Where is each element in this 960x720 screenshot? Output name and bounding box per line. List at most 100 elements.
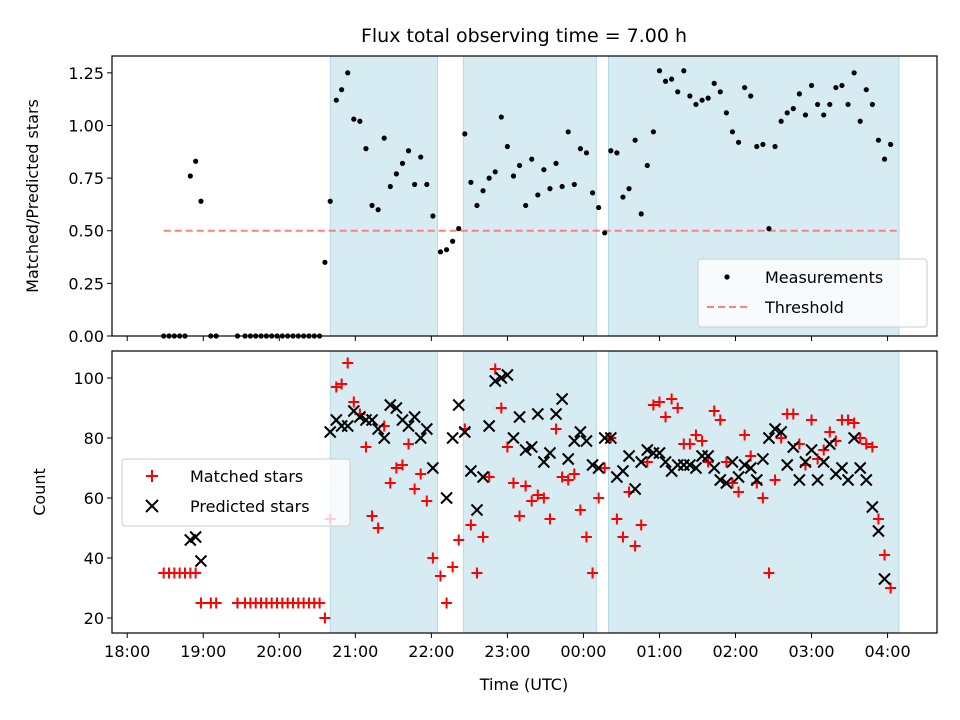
matched-stars-point-34 [360, 441, 372, 453]
predicted-stars-point-36 [525, 440, 538, 454]
measurements-point-82 [656, 68, 663, 74]
y-tick-label: 20 [84, 609, 104, 628]
matched-stars-point-57 [501, 441, 513, 453]
matched-stars-point-119 [879, 549, 891, 561]
predicted-stars-point-72 [744, 461, 757, 475]
matched-stars-point-60 [520, 480, 532, 492]
matched-stars-point-51 [465, 519, 477, 531]
y-tick-label: 60 [84, 489, 104, 508]
measurements-point-53 [480, 188, 486, 194]
predicted-stars-point-66 [708, 461, 721, 475]
matched-stars-point-71 [587, 567, 599, 579]
measurements-point-109 [821, 112, 827, 118]
y-tick-label: 1.25 [68, 64, 104, 83]
x-tick-label: 00:00 [560, 642, 606, 661]
matched-stars-point-84 [666, 393, 678, 405]
measurements-point-79 [638, 211, 644, 217]
predicted-stars-point-53 [628, 482, 642, 496]
bottom-panel-frame [111, 350, 938, 634]
measurements-point-57 [504, 143, 510, 150]
x-tick-label: 20:00 [256, 642, 302, 661]
matched-stars-point-114 [848, 417, 860, 429]
matched-stars-point-69 [574, 504, 586, 516]
predicted-stars-point-39 [543, 446, 557, 460]
measurements-point-30 [339, 87, 345, 93]
measurements-point-65 [553, 160, 559, 166]
matched-stars-point-101 [769, 474, 781, 486]
matched-stars-point-90 [702, 456, 714, 468]
matched-stars-point-102 [775, 432, 787, 444]
predicted-stars-point-20 [420, 422, 434, 436]
top-y-axis-label: Matched/Predicted stars [23, 99, 42, 293]
x-tick-label: 18:00 [104, 642, 150, 661]
measurements-point-43 [418, 154, 424, 160]
measurements-point-38 [387, 183, 393, 190]
y-tick-label: 0.75 [68, 169, 104, 188]
predicted-stars-point-67 [714, 473, 727, 487]
predicted-stars-point-94 [878, 572, 891, 586]
x-tick-label: 23:00 [484, 642, 530, 661]
predicted-stars-point-75 [762, 431, 776, 445]
measurements-point-76 [620, 194, 626, 200]
x-tick-label: 22:00 [408, 642, 454, 661]
measurements-point-28 [327, 198, 333, 204]
measurements-point-64 [547, 186, 553, 192]
x-tick-label: 01:00 [636, 642, 682, 661]
predicted-stars-point-47 [592, 461, 605, 475]
predicted-stars-point-24 [452, 398, 465, 412]
predicted-stars-point-9 [353, 410, 367, 424]
matched-stars-point-109 [818, 444, 830, 456]
predicted-stars-point-7 [341, 419, 354, 433]
measurements-point-84 [669, 76, 675, 82]
matched-stars-point-27 [319, 612, 331, 624]
matched-stars-point-56 [495, 402, 507, 414]
top-legend: Measurements Threshold [697, 258, 928, 328]
matched-stars-point-7 [190, 567, 202, 579]
measurements-point-37 [381, 135, 387, 141]
predicted-stars-point-83 [811, 473, 824, 487]
predicted-stars-point-42 [562, 452, 575, 466]
measurements-point-83 [662, 78, 669, 84]
predicted-stars-point-51 [616, 464, 630, 478]
legend-threshold-label: Threshold [764, 298, 844, 317]
predicted-stars-point-55 [641, 443, 654, 457]
matched-stars-point-66 [556, 471, 568, 483]
measurements-point-101 [772, 143, 778, 150]
top-panel: 0.00 0.25 0.50 0.75 1.00 1.25 Matched/Predict… [23, 55, 938, 346]
measurements-point-42 [412, 181, 418, 188]
predicted-stars-point-77 [774, 425, 788, 439]
matched-stars-point-94 [726, 477, 738, 489]
bottom-y-axis-label: Count [30, 468, 49, 516]
measurements-point-94 [729, 129, 736, 135]
observing-band-1 [329, 55, 438, 337]
measurements-point-45 [430, 213, 436, 219]
measurements-point-49 [456, 226, 462, 232]
measurements-point-104 [790, 106, 796, 112]
matched-stars-point-115 [854, 432, 866, 444]
predicted-stars-point-28 [476, 470, 490, 484]
predicted-stars-point-84 [817, 455, 830, 469]
measurements-point-92 [717, 89, 723, 95]
matched-stars-point-48 [447, 561, 459, 573]
matched-stars-point-97 [745, 450, 757, 462]
measurements-point-33 [357, 118, 363, 124]
bottom-legend: Matched stars Predicted stars [121, 458, 351, 527]
predicted-stars-point-38 [537, 455, 551, 469]
measurements-point-56 [498, 114, 504, 120]
matched-stars-point-45 [427, 552, 439, 564]
predicted-stars-point-14 [384, 398, 397, 412]
measurements-point-96 [742, 84, 748, 91]
measurements-point-98 [754, 143, 760, 150]
matched-stars-point-58 [507, 477, 519, 489]
measurements-point-81 [650, 129, 656, 135]
predicted-stars-point-65 [701, 449, 715, 463]
matched-stars-point-83 [660, 411, 672, 423]
matched-stars-point-59 [514, 510, 526, 522]
matched-stars-point-95 [733, 486, 745, 498]
measurements-point-114 [851, 70, 857, 76]
measurements-point-39 [393, 171, 399, 177]
predicted-stars-point-82 [805, 443, 818, 457]
predicted-stars-point-43 [568, 434, 581, 448]
measurements-point-29 [333, 97, 339, 103]
matched-stars-point-65 [550, 423, 562, 435]
